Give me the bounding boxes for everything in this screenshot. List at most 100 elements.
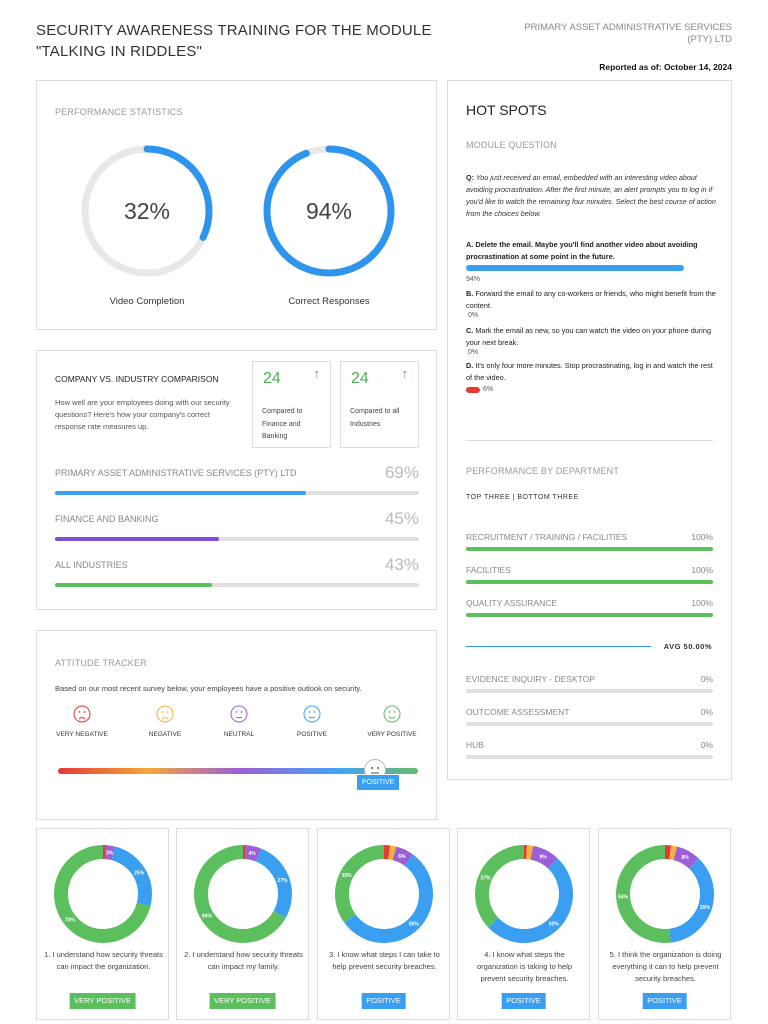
answer-option: C. Mark the email as new, so you can wat… [466, 325, 716, 356]
answer-letter: D. [466, 361, 474, 370]
department-value: 100% [691, 598, 713, 608]
survey-sentiment-badge: VERY POSITIVE [209, 993, 276, 1009]
survey-statement: 5. I think the organization is doing eve… [609, 950, 722, 983]
comparison-label: COMPANY VS. INDUSTRY COMPARISON [55, 374, 219, 384]
survey-statement: 3. I know what steps I can take to help … [329, 950, 440, 971]
department-value: 100% [691, 565, 713, 575]
survey-donut-chart: 9% 50% 37% [475, 845, 573, 943]
department-label: PERFORMANCE BY DEPARTMENT [466, 466, 620, 476]
donut-slice-label: 66% [202, 913, 213, 919]
survey-card: 9% 50% 37% 4. I know what steps the organiz… [457, 828, 590, 1020]
donut-slice-label: 50% [549, 922, 560, 928]
answer-option: A. Delete the email. Maybe you'll find a… [466, 239, 716, 283]
average-value: AVG 50.00% [663, 642, 712, 651]
department-name: EVIDENCE INQUIRY - DESKTOP [466, 674, 595, 684]
attitude-scale-label: VERY NEGATIVE [56, 731, 108, 738]
finance-comparison-value: 24 [263, 370, 281, 387]
department-bar [466, 547, 713, 551]
donut-slice [475, 845, 573, 943]
answer-percent: 6% [483, 386, 494, 393]
industries-comparison-value: 24 [351, 370, 369, 387]
attitude-current-badge: POSITIVE [357, 775, 400, 790]
department-name: OUTCOME ASSESSMENT [466, 707, 570, 717]
comparison-description: How well are your employees doing with o… [55, 398, 230, 431]
donut-slice-label: 37% [480, 875, 491, 881]
module-question: Q: You just received an email, embedded … [466, 172, 716, 220]
donut-slice-label: 35% [700, 905, 711, 911]
donut-slice [616, 845, 714, 943]
donut-slice [475, 845, 573, 943]
correct-responses-arc [263, 145, 395, 277]
survey-sentiment-badge: VERY POSITIVE [69, 993, 136, 1009]
answer-percent: 0% [468, 312, 479, 319]
donut-slice [194, 845, 292, 943]
answer-option: B. Forward the email to any co-workers o… [466, 288, 716, 319]
attitude-scale-label: NEUTRAL [223, 731, 255, 738]
donut-slice-label: 3% [106, 851, 114, 857]
donut-slice-label: 35% [342, 873, 353, 879]
answer-text: Forward the email to any co-workers or f… [466, 289, 716, 310]
donut-slice [54, 845, 152, 943]
department-value: 0% [700, 740, 713, 750]
survey-sentiment-badge: POSITIVE [501, 993, 546, 1009]
very-positive-face-icon [383, 705, 401, 723]
department-bar [466, 613, 713, 617]
donut-slice-label: 6% [398, 854, 406, 860]
survey-card: 6% 56% 35% 3. I know what steps I can take … [317, 828, 450, 1020]
survey-donut-chart: 8% 35% 54% [616, 845, 714, 943]
module-question-label: MODULE QUESTION [466, 140, 558, 150]
hot-spots-card: HOT SPOTS MODULE QUESTION Q: You just re… [447, 80, 732, 780]
department-tabs[interactable]: TOP THREE | BOTTOM THREE [466, 494, 579, 501]
finance-rate-label: FINANCE AND BANKING [55, 514, 159, 524]
answer-letter: A. [466, 240, 474, 249]
department-name: FACILITIES [466, 565, 511, 575]
attitude-scale-item: NEUTRAL [209, 705, 269, 738]
industries-comparison-box: 24 ↑ Compared to all Industries [340, 361, 419, 448]
donut-slice-label: 4% [249, 851, 257, 857]
correct-responses-donut: 94% [261, 143, 397, 279]
donut-slice-label: 56% [409, 922, 420, 928]
comparison-card: COMPANY VS. INDUSTRY COMPARISON How well… [36, 350, 437, 610]
donut-slice [616, 845, 714, 943]
answer-percent: 0% [468, 349, 479, 356]
donut-slice [335, 845, 433, 943]
attitude-scale-item: VERY POSITIVE [362, 705, 422, 738]
attitude-scale-label: VERY POSITIVE [367, 731, 417, 738]
page-title: SECURITY AWARENESS TRAINING FOR THE MODU… [36, 22, 432, 60]
survey-sentiment-badge: POSITIVE [361, 993, 406, 1009]
survey-card: 3% 25% 70% 1. I understand how security thr… [36, 828, 169, 1020]
correct-responses-value: 94% [305, 197, 353, 224]
donut-slice-label: 54% [618, 895, 629, 901]
donut-slice-label: 27% [278, 878, 289, 884]
answer-text: Delete the email. Maybe you'll find anot… [466, 240, 698, 261]
answer-percent: 94% [466, 276, 481, 283]
very-negative-face-icon [73, 705, 91, 723]
survey-card: 8% 35% 54% 5. I think the organization is d… [598, 828, 731, 1020]
donut-slice [54, 845, 152, 943]
performance-label: PERFORMANCE STATISTICS [55, 107, 183, 117]
department-value: 100% [691, 532, 713, 542]
industries-rate-label: ALL INDUSTRIES [55, 560, 128, 570]
question-text: You just received an email, embedded wit… [466, 173, 716, 218]
video-completion-donut: 32% [79, 143, 215, 279]
arrow-up-icon: ↑ [313, 366, 321, 381]
finance-comparison-text: Compared to Finance and Banking [262, 408, 303, 440]
performance-statistics-card: PERFORMANCE STATISTICS 32% Video Complet… [36, 80, 437, 330]
attitude-scale-label: NEGATIVE [148, 731, 182, 738]
positive-face-icon [303, 705, 321, 723]
survey-donut-chart: 6% 56% 35% [335, 845, 433, 943]
donut-slice [335, 845, 433, 943]
video-completion-caption: Video Completion [109, 296, 185, 307]
neutral-face-icon [230, 705, 248, 723]
attitude-gradient-scale [58, 768, 418, 774]
survey-sentiment-badge: POSITIVE [642, 993, 687, 1009]
answer-option: D. It's only four more minutes. Stop pro… [466, 360, 716, 393]
donut-slice-label: 8% [682, 855, 690, 861]
answer-letter: B. [466, 289, 474, 298]
attitude-label: ATTITUDE TRACKER [55, 658, 147, 668]
company-rate-value: 69% [384, 463, 419, 482]
industries-comparison-text: Compared to all Industries [350, 408, 400, 428]
donut-slice [194, 845, 292, 943]
answer-bar [466, 386, 480, 393]
attitude-description: Based on our most recent survey below, y… [55, 684, 362, 693]
